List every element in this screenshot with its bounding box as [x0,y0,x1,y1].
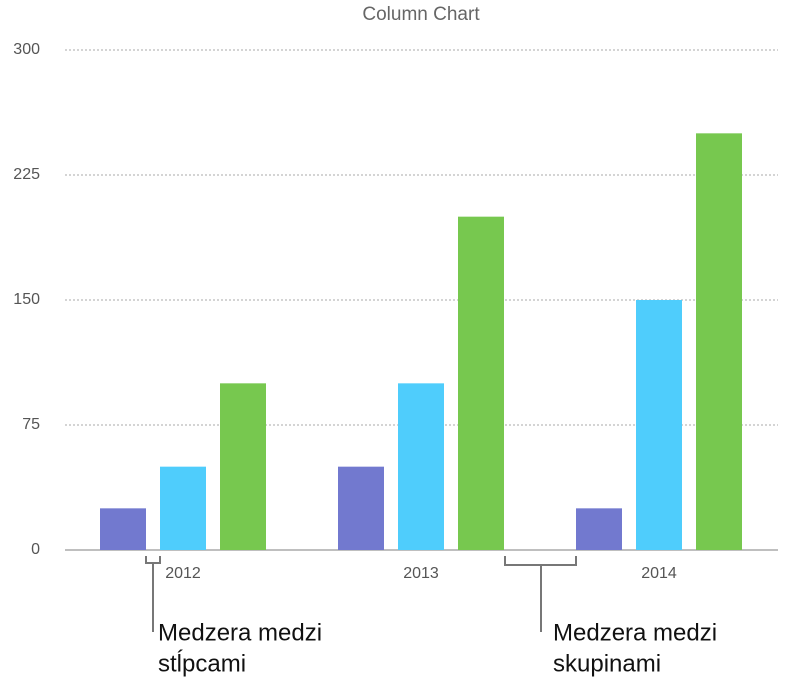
bar-gap-bracket [145,556,161,632]
x-tick-label: 2013 [403,565,439,582]
group-gap-bracket [504,556,577,632]
y-tick-label: 75 [22,416,40,433]
bar [576,508,622,550]
x-tick-label: 2012 [165,565,201,582]
bar [338,466,384,550]
y-tick-label: 150 [13,291,40,308]
annotation-text: skupinami [553,650,661,677]
bar [398,383,444,550]
annotation-text: Medzera medzi [553,619,717,646]
bar [160,466,206,550]
bar [100,508,146,550]
bar [696,133,742,551]
bar [636,300,682,550]
y-tick-label: 0 [31,541,40,558]
annotation-text: stĺpcami [158,649,246,677]
y-tick-label: 225 [13,166,40,183]
x-tick-label: 2014 [641,565,677,582]
chart-title: Column Chart [362,4,480,25]
annotation-text: Medzera medzi [158,619,322,646]
y-tick-label: 300 [13,41,40,58]
bar [458,216,504,550]
annotation-brackets [145,556,577,632]
bar [220,383,266,550]
